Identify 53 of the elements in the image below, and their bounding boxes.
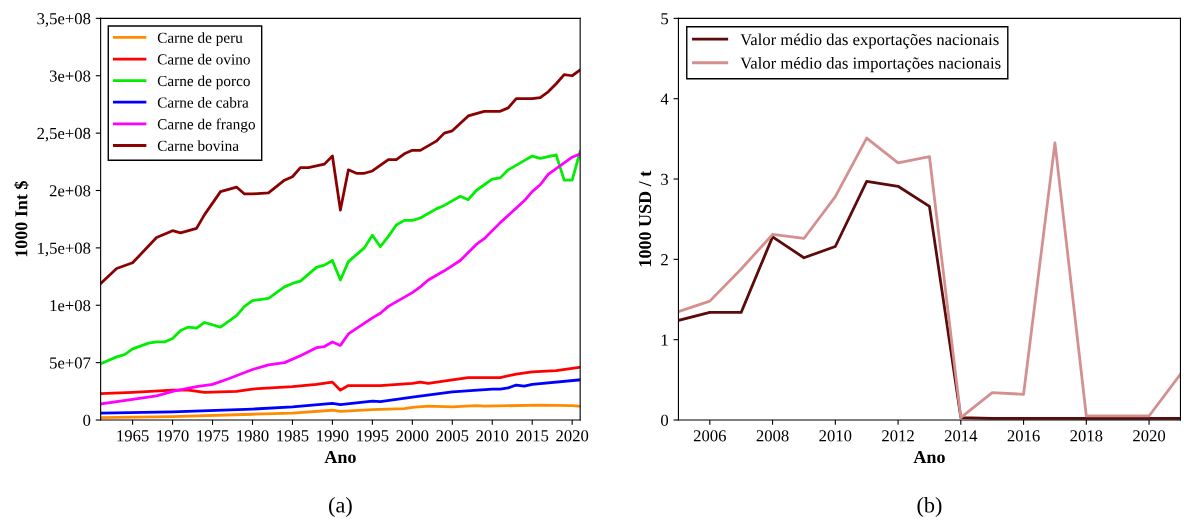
legend-label: Carne de cabra <box>157 96 249 108</box>
x-tick-label: 2010 <box>476 430 509 442</box>
y-tick-label: 0 <box>83 414 91 426</box>
y-tick-label: 2,5e+08 <box>37 127 91 142</box>
legend-label: Carne de porco <box>157 75 250 90</box>
x-tick-label: 1985 <box>277 430 309 442</box>
x-tick-label: 2020 <box>556 430 589 442</box>
y-tick-label: 3,5e+08 <box>37 13 91 27</box>
y-tick-label: 2 <box>661 254 668 266</box>
line-series <box>100 150 581 366</box>
x-tick-label: 2010 <box>819 430 852 442</box>
y-axis-title: 1000 USD / t <box>638 170 652 267</box>
legend-label: Valor médio das exportações nacionais <box>740 33 999 49</box>
x-tick-label: 1980 <box>237 430 269 442</box>
line-series <box>100 152 581 406</box>
x-tick-label: 2018 <box>1070 430 1103 442</box>
legend-label: Carne de ovino <box>157 53 250 65</box>
y-axis-title: 1000 Int $ <box>14 181 29 257</box>
y-tick-label: 5e+07 <box>50 357 91 369</box>
x-tick-label: 2000 <box>396 430 429 442</box>
x-tick-label: 1975 <box>197 430 229 442</box>
x-tick-label: 1965 <box>117 430 149 442</box>
x-tick-label: 1995 <box>357 430 389 442</box>
x-tick-label: 2015 <box>516 430 549 442</box>
y-tick-label: 1,5e+08 <box>38 242 91 257</box>
x-tick-label: 2006 <box>693 430 726 442</box>
x-tick-label: 1990 <box>317 430 349 442</box>
legend-label: Carne de peru <box>157 32 243 47</box>
line-series <box>100 68 581 285</box>
x-tick-label: 2014 <box>944 430 978 442</box>
x-tick-label: 2020 <box>1133 430 1166 442</box>
y-tick-label: 1e+08 <box>50 299 91 312</box>
x-axis-title: Ano <box>324 451 356 464</box>
legend-label: Valor médio das importações nacionais <box>740 57 1001 73</box>
line-series <box>100 378 581 415</box>
y-tick-label: 2e+08 <box>49 185 91 197</box>
x-tick-label: 2008 <box>756 430 789 442</box>
x-tick-label: 2016 <box>1007 430 1040 442</box>
text: (a) <box>329 496 352 518</box>
y-tick-label: 0 <box>661 414 669 426</box>
line-series <box>100 365 581 395</box>
x-axis-title: Ano <box>913 451 945 464</box>
y-tick-label: 3e+08 <box>49 70 91 82</box>
y-tick-label: 1 <box>661 334 668 346</box>
y-tick-label: 5 <box>661 13 669 25</box>
y-tick-label: 4 <box>660 93 669 105</box>
text: (b) <box>917 496 942 518</box>
x-tick-label: 1970 <box>157 430 189 442</box>
y-tick-label: 3 <box>661 173 669 185</box>
x-tick-label: 2005 <box>436 430 469 442</box>
legend-label: Carne bovina <box>157 140 239 152</box>
legend-label: Carne de frango <box>157 118 255 133</box>
x-tick-label: 2012 <box>882 430 914 442</box>
